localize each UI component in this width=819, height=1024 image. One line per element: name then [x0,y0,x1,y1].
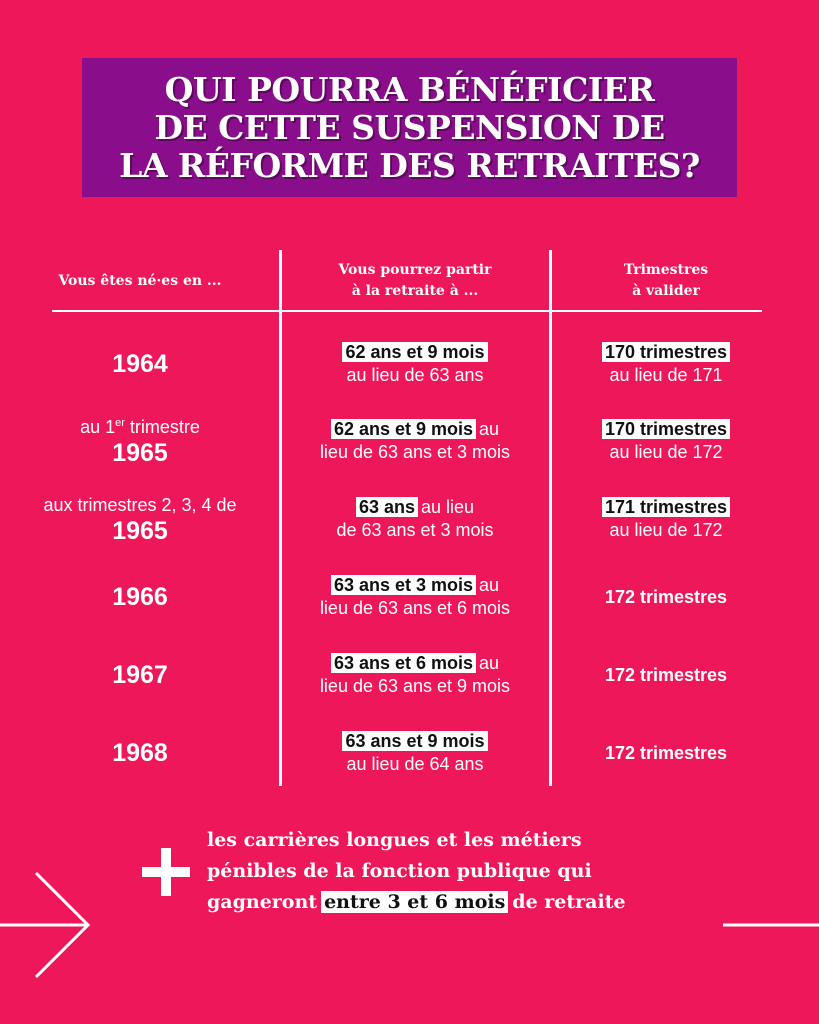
birth-year: 1967 [112,661,168,689]
decorations [0,848,819,979]
column-header: Vous êtes né·es en ... [0,252,280,310]
table-cell: 172 trimestres [551,643,781,707]
header-line: à valider [632,283,700,299]
title-line: LA RÉFORME DES RETRAITES? [119,145,700,185]
cell-text: 172 trimestres [604,742,728,763]
cell-line: 171 trimestres [601,496,731,519]
cell-text: lieu de 63 ans et 3 mois [319,442,511,462]
cell-line: 63 ans au lieu [355,496,475,519]
footer-text: gagneront [207,891,318,913]
ordinal-suffix: er [115,416,125,429]
arrow-icon [0,871,91,979]
table-cell: 63 ans et 6 mois au lieu de 63 ans et 9 mo… [281,643,549,707]
table-cell: 172 trimestres [551,721,781,785]
title-line: DE CETTE SUSPENSION DE [154,107,665,147]
birth-condition: aux trimestres 2, 3, 4 de [43,494,236,517]
highlight: 63 ans et 6 mois [330,653,477,673]
footer-text: de retraite [512,891,626,913]
column-divider [549,250,552,786]
footer-highlight: entre 3 et 6 mois [321,891,509,913]
table-cell: 170 trimestres au lieu de 171 [551,332,781,396]
table-cell: 172 trimestres [551,565,781,629]
cell-line: 63 ans et 9 mois [342,730,488,753]
cell-text: de 63 ans et 3 mois [336,520,494,540]
cell-text: au [479,653,500,673]
birth-year: 1965 [112,438,168,467]
header-line: Trimestres [623,262,709,278]
header-line: Vous pourrez partir [338,262,492,278]
footer-line: pénibles de la fonction publique qui [207,860,592,882]
cell-line: 62 ans et 9 mois au [330,418,500,441]
table-cell: 1966 [0,565,280,629]
highlight: 170 trimestres [601,419,731,439]
cell-line: 63 ans et 6 mois au [330,652,500,675]
cell-text: au lieu de 63 ans [346,365,484,385]
birth-year: 1964 [112,350,168,378]
condition-text: trimestre [129,416,200,437]
column-header: Trimestres à valider [551,252,781,310]
table-cell: 63 ans au lieu de 63 ans et 3 mois [281,487,549,551]
condition-text: aux trimestres 2, 3, 4 de [43,494,237,515]
cell-text: au [479,575,500,595]
header-line: à la retraite à ... [351,283,479,299]
cell-text: lieu de 63 ans et 6 mois [319,598,511,618]
cell-line: 170 trimestres [601,341,731,364]
highlight: 170 trimestres [601,342,731,362]
table-cell: 1964 [0,332,280,396]
cell-text: au [479,419,500,439]
birth-condition: au 1er trimestre [80,416,200,439]
table-cell: 62 ans et 9 mois au lieu de 63 ans et 3 mo… [281,409,549,473]
birth-year: 1965 [112,516,168,545]
table-cell: 63 ans et 3 mois au lieu de 63 ans et 6 mo… [281,565,549,629]
cell-line: 63 ans et 3 mois au [330,574,500,597]
footer-line: gagneront entre 3 et 6 mois de retraite [207,888,626,916]
birth-year: 1966 [112,583,168,611]
cell-line: 170 trimestres [601,418,731,441]
cell-text: lieu de 63 ans et 9 mois [319,676,511,696]
highlight: 63 ans et 9 mois [342,731,488,751]
table-cell: 170 trimestres au lieu de 172 [551,409,781,473]
condition-text: au 1 [80,416,116,437]
table-cell: 1967 [0,643,280,707]
table-cell: 63 ans et 9 mois au lieu de 64 ans [281,721,549,785]
column-header: Vous pourrez partir à la retraite à ... [281,252,549,310]
highlight: 62 ans et 9 mois [342,342,488,362]
cell-text: au lieu de 172 [609,442,723,462]
cell-text: au lieu de 171 [609,365,723,385]
birth-year: 1968 [112,739,168,767]
table-cell: au 1er trimestre 1965 [0,409,280,473]
cell-text: 172 trimestres [604,586,728,607]
plus-icon [142,848,190,896]
column-divider [279,250,282,786]
cell-text: au lieu de 64 ans [346,754,484,774]
cell-text: au lieu [421,497,475,517]
header-divider [52,310,762,312]
highlight: 63 ans [355,497,418,517]
header-line: Vous êtes né·es en ... [58,272,222,289]
highlight: 63 ans et 3 mois [330,575,477,595]
highlight: 62 ans et 9 mois [330,419,477,439]
cell-line: 62 ans et 9 mois [342,341,488,364]
footer-line: les carrières longues et les métiers [207,829,582,851]
title-line: QUI POURRA BÉNÉFICIER [164,69,655,109]
table-cell: 171 trimestres au lieu de 172 [551,487,781,551]
cell-text: au lieu de 172 [609,520,723,540]
cell-text: 172 trimestres [604,664,728,685]
table-cell: aux trimestres 2, 3, 4 de 1965 [0,487,280,551]
table-cell: 62 ans et 9 mois au lieu de 63 ans [281,332,549,396]
highlight: 171 trimestres [601,497,731,517]
title-box: QUI POURRA BÉNÉFICIER DE CETTE SUSPENSION… [82,58,737,197]
table-cell: 1968 [0,721,280,785]
